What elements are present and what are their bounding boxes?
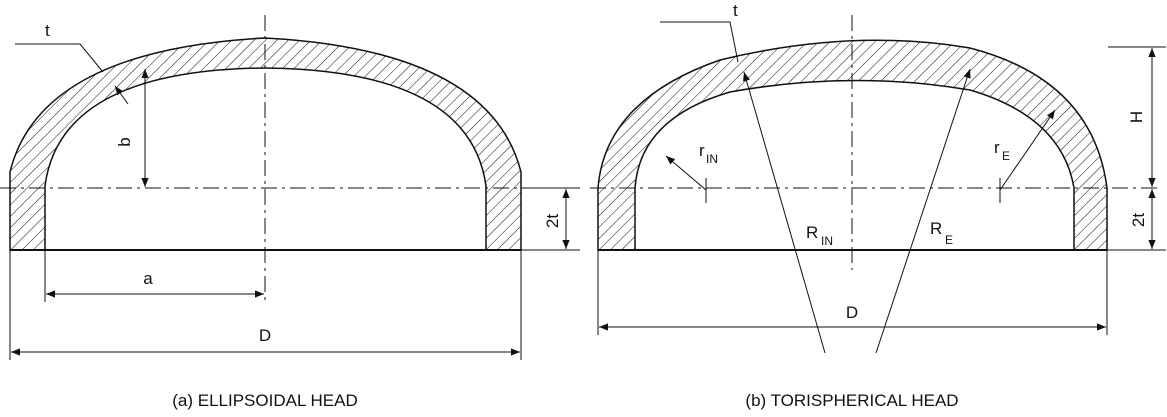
torispherical-re-label: r: [994, 138, 1000, 157]
ellipsoidal-t-leader: [15, 43, 104, 73]
ellipsoidal-D-label: D: [259, 326, 271, 345]
torispherical-RE-line: [875, 68, 971, 354]
torispherical-rin-sub: IN: [706, 152, 718, 166]
ellipsoidal-head: t b 2t a D (a) ELLIPSOIDAL HEAD: [0, 15, 580, 410]
torispherical-RE-sub: E: [945, 233, 953, 247]
ellipsoidal-t-label: t: [45, 21, 50, 40]
torispherical-RIN-sub: IN: [821, 234, 833, 248]
torispherical-rin-line: [665, 155, 707, 191]
torispherical-2t-label: 2t: [1129, 213, 1148, 227]
ellipsoidal-caption: (a) ELLIPSOIDAL HEAD: [172, 391, 358, 410]
torispherical-H-label: H: [1127, 111, 1146, 123]
ellipsoidal-a-label: a: [143, 269, 153, 288]
torispherical-RIN-label: R: [806, 223, 818, 242]
ellipsoidal-2t-label: 2t: [543, 214, 562, 228]
torispherical-RIN-line: [743, 71, 826, 354]
torispherical-t-label: t: [733, 1, 738, 20]
torispherical-caption: (b) TORISPHERICAL HEAD: [745, 391, 958, 410]
torispherical-t-leader: [660, 21, 739, 63]
ellipsoidal-b-label: b: [115, 137, 134, 146]
torispherical-head: t R IN R E r IN r E H 2t D (b) TORISPHER…: [590, 1, 1166, 410]
torispherical-re-line: [999, 109, 1056, 191]
torispherical-rin-label: r: [699, 141, 705, 160]
torispherical-D-label: D: [846, 303, 858, 322]
torispherical-re-sub: E: [1002, 149, 1010, 163]
ellipsoidal-t-arrow: [114, 85, 129, 105]
torispherical-RE-label: R: [930, 219, 942, 238]
